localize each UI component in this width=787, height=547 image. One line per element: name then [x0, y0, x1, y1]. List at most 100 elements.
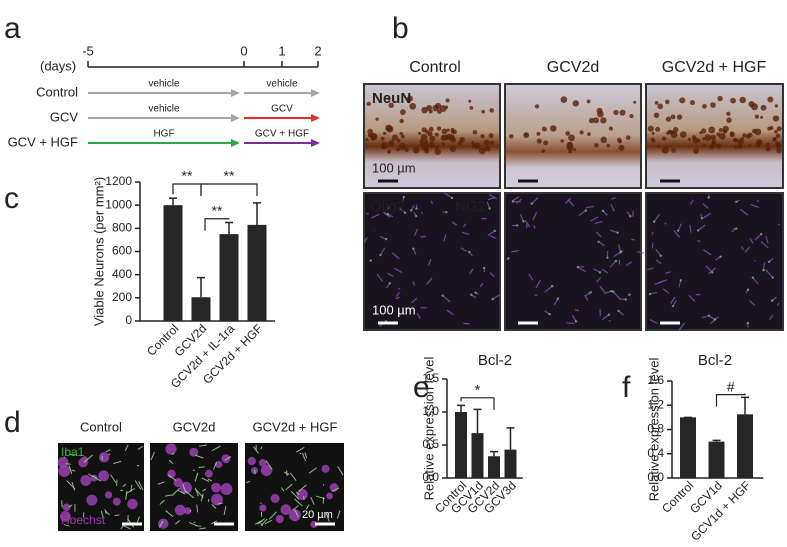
texture: [653, 112, 660, 119]
texture: [659, 254, 662, 257]
texture: [671, 304, 675, 308]
texture: [612, 291, 621, 300]
texture: [774, 104, 778, 108]
texture: [697, 224, 706, 232]
texture: [716, 143, 722, 149]
texture: [744, 246, 750, 253]
texture: [651, 231, 654, 235]
texture: [275, 514, 284, 524]
texture: [616, 231, 619, 234]
texture: [516, 224, 519, 227]
texture: [678, 280, 682, 288]
texture: [607, 313, 611, 316]
y-tick-label: 0: [125, 313, 132, 327]
texture: [159, 499, 165, 505]
texture: [560, 96, 568, 103]
texture: [651, 131, 655, 135]
texture: [264, 519, 273, 525]
texture: [628, 293, 631, 296]
texture: [123, 525, 131, 530]
texture: [396, 138, 401, 143]
texture: [600, 136, 607, 144]
texture: [441, 294, 444, 297]
texture: [587, 292, 591, 295]
arrow-head: [231, 89, 240, 97]
texture: [560, 139, 564, 143]
texture: [765, 142, 770, 147]
texture: [653, 213, 660, 223]
timeline-tick-label: 0: [240, 43, 247, 58]
texture: [480, 134, 485, 139]
texture: [665, 271, 671, 275]
texture: [553, 298, 559, 306]
texture: [104, 491, 113, 499]
texture: [756, 139, 763, 146]
column-header: Control: [80, 419, 122, 434]
texture: [430, 200, 433, 205]
texture: [488, 133, 494, 139]
texture: [735, 200, 738, 203]
texture: [270, 493, 280, 504]
texture: [767, 96, 774, 103]
texture: [445, 133, 453, 141]
texture: [98, 452, 110, 463]
texture: [414, 214, 418, 218]
texture: [735, 227, 738, 230]
texture: [687, 137, 692, 141]
texture: [367, 133, 372, 138]
texture: [762, 262, 766, 271]
y-tick-label: 400: [112, 267, 132, 281]
texture: [399, 118, 404, 124]
texture: [568, 134, 575, 142]
texture: [451, 221, 458, 226]
texture: [594, 143, 599, 148]
texture: [689, 224, 692, 233]
texture: [379, 247, 386, 256]
texture: [171, 487, 181, 497]
texture: [767, 260, 771, 263]
y-tick-label: 600: [112, 244, 132, 258]
arrow-head: [311, 139, 320, 147]
stain-label: NeuN: [372, 90, 411, 107]
texture: [654, 100, 659, 105]
texture: [519, 214, 524, 222]
texture: [522, 220, 525, 223]
texture: [68, 465, 73, 475]
texture: [125, 488, 136, 495]
texture: [380, 141, 388, 149]
texture: [534, 104, 540, 109]
texture: [391, 134, 398, 141]
texture: [647, 267, 654, 271]
texture: [689, 199, 694, 205]
texture: [592, 268, 601, 273]
texture: [260, 464, 273, 477]
texture: [387, 97, 391, 101]
texture: [444, 192, 453, 199]
texture: [175, 519, 181, 525]
texture: [601, 268, 609, 274]
texture: [258, 459, 267, 467]
texture: [578, 210, 587, 217]
texture: [707, 196, 710, 199]
texture: [535, 279, 541, 289]
texture: [678, 322, 685, 331]
texture: [136, 516, 140, 523]
error-bar: [225, 221, 233, 235]
texture: [420, 211, 424, 215]
texture: [776, 147, 782, 154]
texture: [543, 140, 549, 146]
texture: [760, 104, 767, 111]
texture: [740, 208, 749, 216]
texture: [375, 117, 379, 121]
texture: [617, 309, 620, 312]
texture: [65, 463, 71, 465]
y-tick-label: 0.4: [647, 446, 664, 460]
texture: [122, 483, 127, 488]
texture: [215, 460, 223, 469]
texture: [406, 95, 413, 102]
texture: [776, 302, 780, 306]
panel-label: f: [622, 371, 631, 404]
texture: [754, 114, 760, 119]
texture: [609, 229, 618, 234]
texture: [718, 132, 726, 140]
